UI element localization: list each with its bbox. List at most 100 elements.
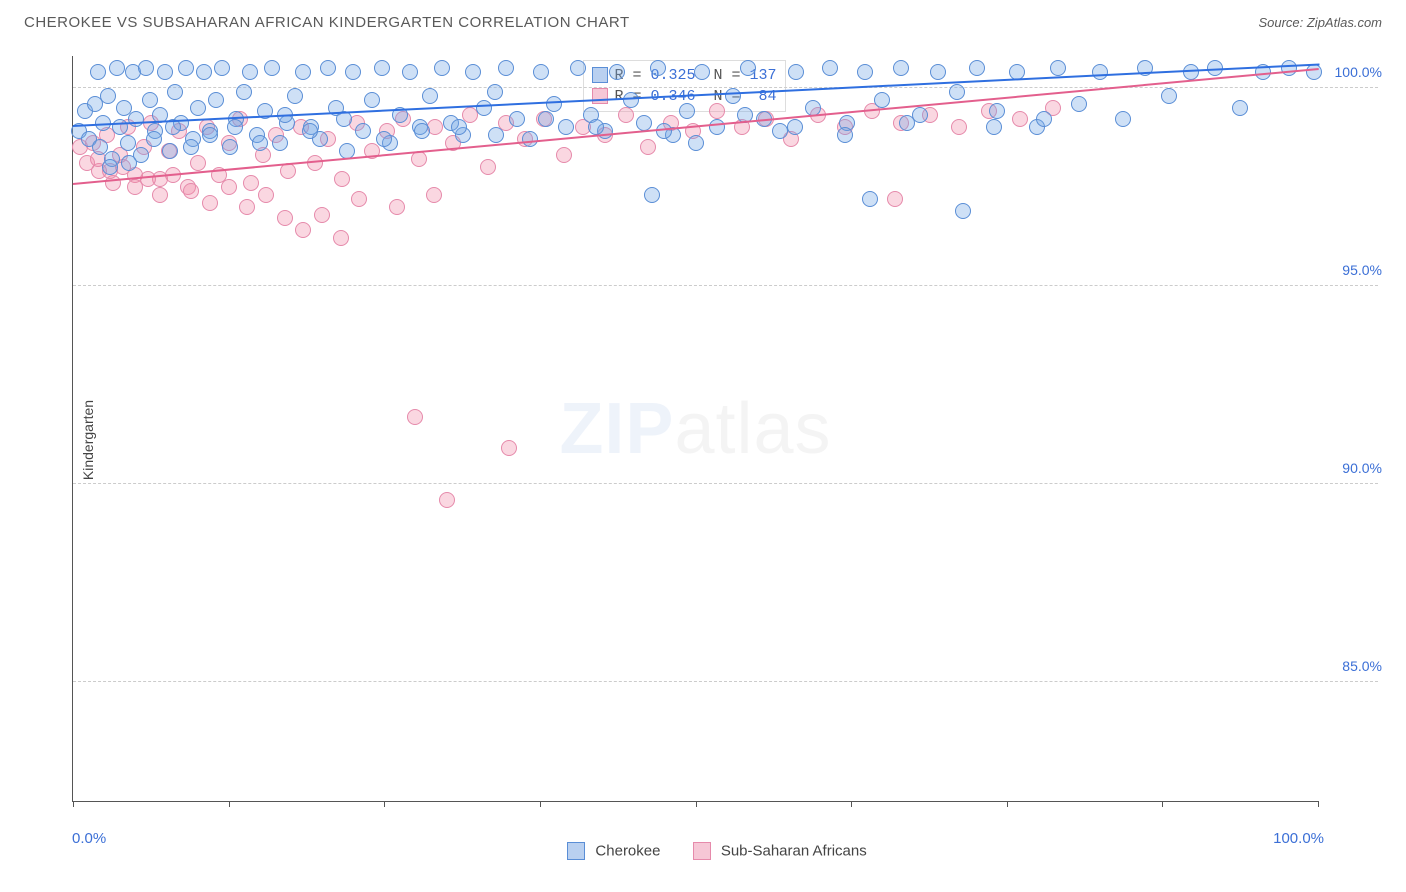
scatter-point-cherokee [109, 60, 125, 76]
scatter-point-subsaharan [439, 492, 455, 508]
scatter-point-cherokee [688, 135, 704, 151]
scatter-point-cherokee [320, 60, 336, 76]
scatter-point-cherokee [142, 92, 158, 108]
scatter-point-cherokee [837, 127, 853, 143]
legend-label-subsaharan: Sub-Saharan Africans [721, 843, 867, 860]
stats-swatch-subsaharan [592, 88, 608, 104]
scatter-point-cherokee [694, 64, 710, 80]
scatter-point-subsaharan [640, 139, 656, 155]
scatter-point-cherokee [252, 135, 268, 151]
scatter-point-cherokee [236, 84, 252, 100]
legend-swatch-subsaharan [693, 842, 711, 860]
scatter-point-cherokee [679, 103, 695, 119]
scatter-point-cherokee [90, 64, 106, 80]
scatter-point-cherokee [374, 60, 390, 76]
scatter-point-cherokee [121, 155, 137, 171]
scatter-point-subsaharan [221, 179, 237, 195]
scatter-point-cherokee [146, 131, 162, 147]
scatter-point-cherokee [899, 115, 915, 131]
scatter-point-subsaharan [556, 147, 572, 163]
scatter-point-subsaharan [618, 107, 634, 123]
scatter-point-subsaharan [407, 409, 423, 425]
scatter-point-cherokee [414, 123, 430, 139]
scatter-point-cherokee [1071, 96, 1087, 112]
scatter-point-cherokee [969, 60, 985, 76]
scatter-point-cherokee [355, 123, 371, 139]
scatter-point-cherokee [1050, 60, 1066, 76]
scatter-point-cherokee [345, 64, 361, 80]
x-tick [540, 801, 541, 807]
scatter-point-subsaharan [426, 187, 442, 203]
scatter-point-cherokee [465, 64, 481, 80]
scatter-point-cherokee [178, 60, 194, 76]
scatter-point-cherokee [788, 64, 804, 80]
scatter-point-cherokee [1281, 60, 1297, 76]
scatter-point-cherokee [857, 64, 873, 80]
scatter-point-subsaharan [709, 103, 725, 119]
scatter-point-subsaharan [501, 440, 517, 456]
x-tick [1007, 801, 1008, 807]
x-tick [1318, 801, 1319, 807]
scatter-point-cherokee [725, 88, 741, 104]
scatter-point-subsaharan [183, 183, 199, 199]
stats-swatch-cherokee [592, 67, 608, 83]
scatter-point-cherokee [295, 64, 311, 80]
scatter-point-subsaharan [258, 187, 274, 203]
scatter-point-subsaharan [887, 191, 903, 207]
scatter-point-subsaharan [1012, 111, 1028, 127]
scatter-point-subsaharan [333, 230, 349, 246]
y-tick-label: 85.0% [1342, 658, 1382, 674]
scatter-point-cherokee [644, 187, 660, 203]
scatter-point-subsaharan [243, 175, 259, 191]
scatter-point-cherokee [167, 84, 183, 100]
scatter-point-cherokee [100, 88, 116, 104]
scatter-point-subsaharan [427, 119, 443, 135]
scatter-point-cherokee [1306, 64, 1322, 80]
scatter-point-subsaharan [295, 222, 311, 238]
chart-source: Source: ZipAtlas.com [1258, 15, 1382, 30]
scatter-point-cherokee [202, 127, 218, 143]
y-tick-label: 95.0% [1342, 262, 1382, 278]
scatter-point-subsaharan [314, 207, 330, 223]
scatter-point-cherokee [874, 92, 890, 108]
scatter-point-cherokee [989, 103, 1005, 119]
scatter-point-cherokee [1036, 111, 1052, 127]
x-tick [229, 801, 230, 807]
scatter-point-cherokee [222, 139, 238, 155]
chart-area: Kindergarten ZIPatlas R = 0.325 N = 137R… [40, 48, 1388, 832]
scatter-point-cherokee [986, 119, 1002, 135]
scatter-point-cherokee [1092, 64, 1108, 80]
scatter-point-cherokee [422, 88, 438, 104]
scatter-point-cherokee [558, 119, 574, 135]
scatter-point-cherokee [162, 143, 178, 159]
x-tick [851, 801, 852, 807]
scatter-point-cherokee [893, 60, 909, 76]
watermark-zip: ZIP [559, 389, 674, 469]
scatter-point-cherokee [120, 135, 136, 151]
legend-swatch-cherokee [567, 842, 585, 860]
scatter-point-subsaharan [334, 171, 350, 187]
chart-header: CHEROKEE VS SUBSAHARAN AFRICAN KINDERGAR… [0, 0, 1406, 39]
scatter-point-cherokee [227, 119, 243, 135]
scatter-point-subsaharan [152, 187, 168, 203]
x-tick [384, 801, 385, 807]
gridline [73, 87, 1378, 88]
scatter-point-cherokee [272, 135, 288, 151]
scatter-point-cherokee [570, 60, 586, 76]
scatter-point-cherokee [650, 60, 666, 76]
scatter-point-cherokee [364, 92, 380, 108]
gridline [73, 681, 1378, 682]
scatter-point-cherokee [434, 60, 450, 76]
gridline [73, 285, 1378, 286]
scatter-point-cherokee [487, 84, 503, 100]
scatter-point-subsaharan [351, 191, 367, 207]
legend-bottom: Cherokee Sub-Saharan Africans [0, 842, 1406, 860]
scatter-point-cherokee [128, 111, 144, 127]
scatter-point-cherokee [949, 84, 965, 100]
scatter-point-subsaharan [239, 199, 255, 215]
scatter-point-cherokee [264, 60, 280, 76]
scatter-point-cherokee [287, 88, 303, 104]
x-tick [696, 801, 697, 807]
scatter-point-cherokee [138, 60, 154, 76]
scatter-point-cherokee [862, 191, 878, 207]
